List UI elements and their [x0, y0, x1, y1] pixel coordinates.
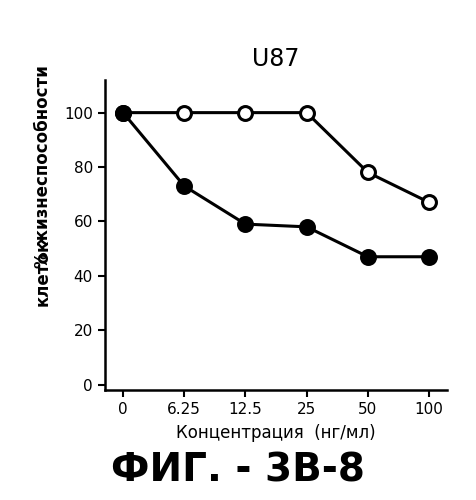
- Text: ФИГ. - 3B-8: ФИГ. - 3B-8: [111, 451, 365, 489]
- Text: % жизнеспособности: % жизнеспособности: [34, 66, 52, 268]
- X-axis label: Концентрация  (нг/мл): Концентрация (нг/мл): [176, 424, 376, 442]
- Text: клеток: клеток: [34, 238, 52, 306]
- Title: U87: U87: [252, 47, 300, 71]
